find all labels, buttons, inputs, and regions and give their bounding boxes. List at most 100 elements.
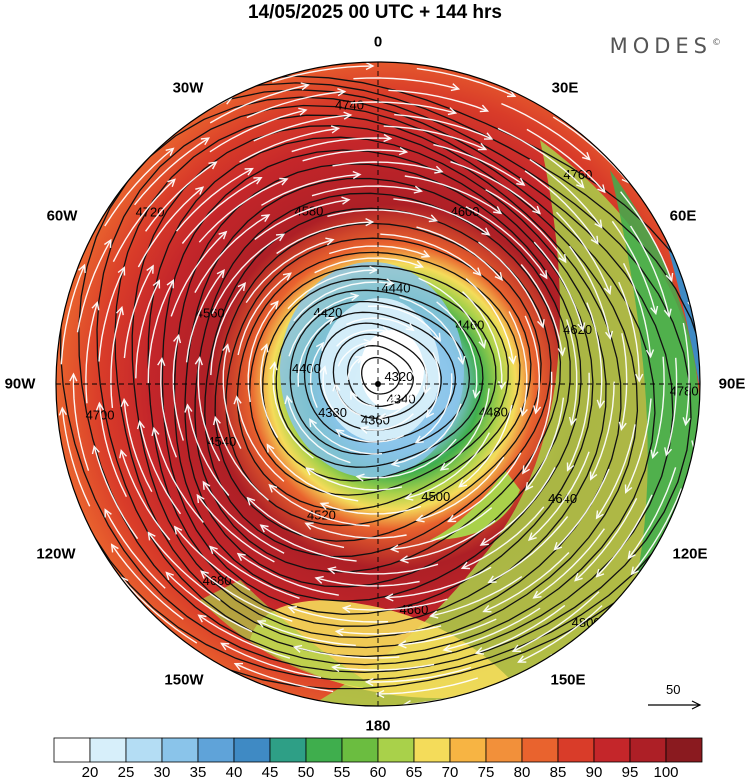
streamline-arrowhead: [630, 566, 639, 576]
streamline: [209, 84, 309, 124]
contour-label: 4500: [421, 489, 450, 504]
streamline: [61, 408, 91, 507]
contour-label: 4380: [318, 405, 347, 420]
streamline: [200, 570, 293, 622]
streamline: [260, 524, 357, 562]
streamline: [450, 161, 541, 214]
streamline: [426, 352, 441, 418]
streamline-arrowhead: [233, 395, 242, 405]
streamline-arrowhead: [119, 448, 128, 459]
streamline-arrowhead: [350, 292, 360, 301]
streamline-arrowhead: [260, 343, 269, 353]
streamline: [652, 356, 665, 458]
streamline-arrowhead: [522, 465, 530, 475]
streamline: [104, 147, 174, 227]
streamline: [293, 281, 394, 322]
streamline: [335, 383, 361, 417]
streamline: [111, 544, 184, 620]
streamline: [574, 497, 638, 582]
streamline: [611, 220, 657, 314]
streamline-arrowhead: [460, 561, 471, 570]
streamline: [524, 170, 599, 244]
colorbar-swatch: [629, 737, 667, 763]
colorbar-tick-label: 25: [117, 764, 135, 781]
colorbar-swatch: [161, 737, 199, 763]
streamline-arrowhead: [196, 493, 205, 504]
colorbar-swatch: [377, 737, 415, 763]
streamline-arrowhead: [218, 230, 228, 240]
streamline: [253, 114, 351, 142]
streamline-arrowhead: [91, 444, 100, 455]
streamline-arrowhead: [208, 161, 218, 170]
streamline: [315, 577, 420, 587]
streamline: [139, 421, 182, 515]
contour-line: [59, 89, 692, 673]
streamline: [197, 357, 221, 462]
streamline-arrowhead: [574, 572, 583, 582]
streamline: [123, 399, 153, 493]
contour-label: 4540: [207, 434, 236, 449]
streamline: [518, 605, 603, 663]
streamline-arrowhead: [237, 281, 247, 292]
streamline: [566, 372, 590, 471]
streamline: [246, 90, 345, 119]
streamline: [288, 606, 389, 623]
streamline-arrowhead: [195, 186, 205, 195]
streamline-arrowhead: [390, 459, 400, 468]
colorbar-swatch: [53, 737, 91, 763]
streamline-arrowhead: [298, 107, 308, 116]
streamline-arrowhead: [355, 473, 365, 482]
streamline-arrowhead: [474, 647, 485, 655]
streamline-arrowhead: [650, 305, 659, 316]
streamline-arrowhead: [266, 443, 275, 453]
streamline-arrowhead: [69, 372, 78, 382]
streamline: [391, 507, 493, 550]
lon-label-150e: 150E: [550, 671, 586, 689]
streamline-arrowhead: [413, 185, 423, 194]
streamline: [98, 403, 128, 498]
lon-label-150w: 150W: [164, 671, 204, 689]
streamline-arrowhead: [603, 285, 612, 295]
streamline-arrowhead: [627, 550, 636, 560]
streamline: [416, 456, 505, 521]
streamline: [440, 388, 490, 471]
streamline-arrowhead: [151, 426, 160, 437]
streamline: [194, 214, 270, 293]
streamline: [320, 502, 421, 515]
colorbar-swatch: [305, 737, 343, 763]
colorbar-tick-label: 100: [653, 764, 679, 781]
streamline-arrowhead: [165, 571, 174, 581]
lon-label-180: 180: [365, 717, 391, 735]
streamline: [394, 113, 493, 140]
streamline-arrowhead: [487, 69, 498, 77]
streamline-arrowhead: [422, 385, 431, 395]
streamline-arrowhead: [334, 628, 344, 637]
streamline: [104, 509, 166, 589]
streamline: [287, 269, 377, 310]
colorbar-tick-label: 95: [621, 764, 639, 781]
streamline-arrowhead: [252, 683, 263, 691]
streamline-arrowhead: [525, 481, 534, 492]
streamline-arrowhead: [95, 401, 105, 411]
streamline: [328, 563, 439, 575]
contour-line: [225, 237, 532, 527]
streamline: [336, 329, 389, 347]
colorbar-swatch: [521, 737, 559, 763]
streamline-arrowhead: [327, 566, 337, 575]
streamline-arrowhead: [624, 484, 633, 494]
streamline-arrowhead: [517, 655, 527, 663]
contour-line: [114, 114, 639, 649]
streamline-arrowhead: [439, 462, 449, 471]
streamline-arrowhead: [532, 590, 542, 599]
colorbar-swatch: [593, 737, 631, 763]
streamline-arrowhead: [173, 525, 183, 535]
streamline: [568, 245, 611, 339]
contour-label: 4760: [563, 167, 592, 182]
streamline-arrowhead: [397, 640, 407, 649]
streamline: [259, 344, 279, 438]
streamline-arrowhead: [664, 447, 673, 457]
streamline-arrowhead: [339, 52, 346, 59]
lon-label-90w: 90W: [4, 375, 36, 393]
streamline-arrowhead: [384, 593, 394, 602]
streamline-arrowhead: [364, 677, 374, 687]
